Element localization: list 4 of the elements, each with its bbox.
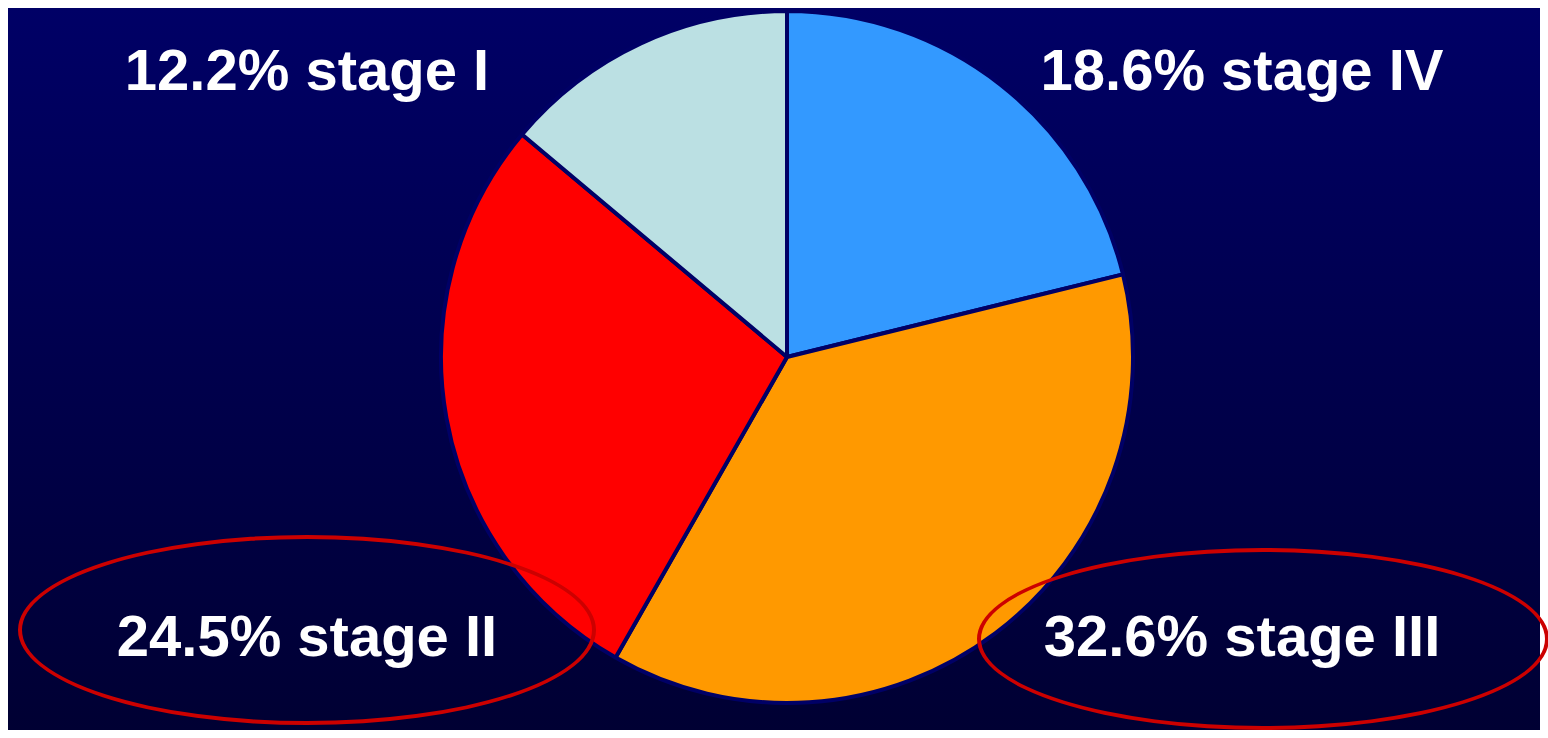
slice-label: 12.2% stage I: [124, 37, 490, 102]
slice-label: 18.6% stage IV: [1040, 37, 1444, 102]
slice-label: 32.6% stage III: [1043, 603, 1441, 668]
slice-label: 24.5% stage II: [116, 603, 498, 668]
